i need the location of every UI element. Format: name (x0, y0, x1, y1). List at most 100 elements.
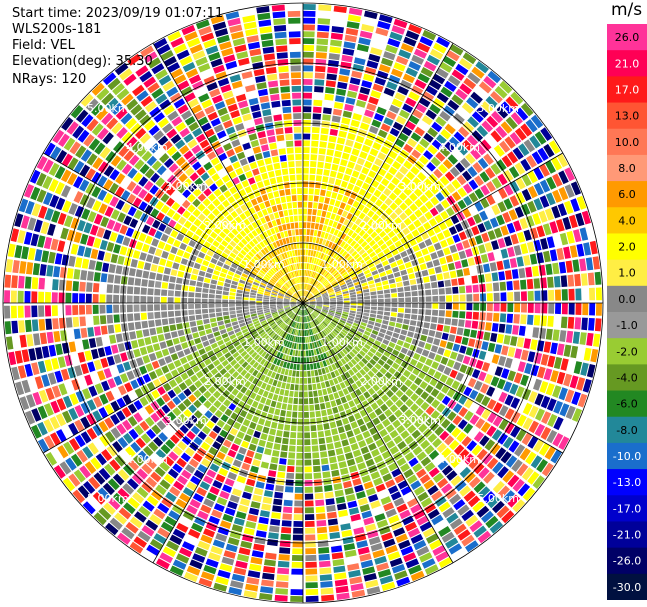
radar-gate (198, 577, 213, 588)
radar-gate (527, 314, 534, 325)
radar-gate (347, 563, 360, 571)
radar-gate (192, 80, 204, 91)
radar-gate (272, 241, 278, 249)
radar-gate (314, 72, 325, 79)
radar-gate (327, 184, 334, 191)
radar-gate (215, 308, 222, 313)
radar-gate (424, 503, 437, 514)
radar-gate (397, 181, 407, 191)
radar-gate (218, 467, 229, 477)
radar-gate (363, 269, 371, 275)
radar-gate (197, 116, 209, 126)
radar-gate (319, 196, 325, 203)
radar-gate (466, 294, 473, 302)
radar-gate (281, 444, 288, 452)
radar-gate (446, 50, 460, 62)
radar-gate (75, 257, 83, 268)
radar-gate (350, 240, 357, 247)
radar-gate (115, 234, 125, 244)
radar-gate (390, 337, 398, 344)
radar-gate (491, 272, 499, 282)
radar-gate (284, 296, 291, 299)
radar-gate (544, 446, 556, 460)
radar-gate (124, 382, 133, 393)
radar-gate (77, 351, 86, 363)
radar-gate (186, 354, 194, 362)
radar-gate (400, 250, 408, 258)
radar-gate (363, 517, 375, 526)
radar-gate (276, 255, 281, 262)
radar-gate (402, 515, 414, 526)
radar-gate (57, 445, 69, 459)
radar-gate (395, 55, 409, 66)
radar-gate (243, 309, 250, 313)
radar-gate (325, 436, 333, 444)
radar-gate (268, 281, 275, 286)
radar-gate (303, 188, 308, 194)
radar-gate (159, 153, 170, 164)
radar-gate (176, 277, 183, 284)
radar-gate (340, 284, 347, 288)
radar-gate (513, 314, 520, 324)
radar-gate (374, 322, 381, 328)
radar-gate (51, 448, 63, 463)
radar-gate (101, 380, 110, 392)
radar-gate (195, 133, 206, 143)
radar-gate (197, 464, 208, 474)
radar-gate (282, 285, 288, 291)
radar-gate (197, 540, 211, 551)
radar-gate (457, 529, 471, 541)
radar-gate (215, 576, 229, 586)
radar-gate (318, 286, 325, 291)
radar-gate (99, 283, 107, 293)
radar-gate (244, 148, 254, 157)
radar-gate (232, 236, 240, 244)
radar-gate (481, 453, 493, 465)
radar-gate (135, 241, 144, 251)
radar-gate (235, 224, 243, 233)
radar-gate (214, 265, 222, 272)
radar-gate (309, 298, 315, 301)
radar-gate (332, 406, 339, 414)
radar-gate (248, 383, 256, 391)
radar-gate (248, 325, 255, 331)
radar-gate (413, 188, 423, 197)
radar-gate (487, 70, 501, 84)
radar-gate (375, 483, 386, 493)
radar-gate (213, 188, 222, 197)
radar-gate (146, 155, 157, 167)
radar-gate (280, 313, 286, 318)
radar-gate (436, 92, 449, 104)
radar-gate (439, 295, 446, 302)
radar-gate (151, 489, 163, 501)
radar-gate (471, 66, 485, 79)
radar-gate (550, 449, 562, 464)
radar-gate (318, 224, 324, 231)
radar-gate (343, 227, 350, 234)
radar-gate (251, 315, 258, 320)
radar-gate (404, 379, 413, 388)
radar-gate (500, 303, 507, 312)
radar-gate (213, 503, 225, 513)
radar-gate (514, 127, 527, 141)
radar-gate (423, 276, 430, 283)
radar-gate (149, 143, 161, 154)
radar-gate (184, 328, 191, 335)
radar-gate (207, 203, 216, 212)
radar-gate (415, 235, 423, 244)
radar-gate (155, 319, 162, 327)
radar-gate (462, 239, 471, 249)
radar-gate (158, 432, 168, 443)
radar-gate (446, 423, 456, 434)
radar-gate (223, 190, 232, 199)
radar-gate (333, 244, 339, 252)
radar-gate (292, 534, 303, 541)
radar-gate (522, 487, 536, 501)
radar-gate (57, 356, 66, 368)
radar-gate (563, 344, 572, 357)
radar-gate (322, 204, 329, 211)
radar-gate (457, 144, 468, 156)
radar-gate (327, 288, 334, 292)
radar-gate (310, 328, 314, 335)
radar-gate (266, 245, 272, 252)
